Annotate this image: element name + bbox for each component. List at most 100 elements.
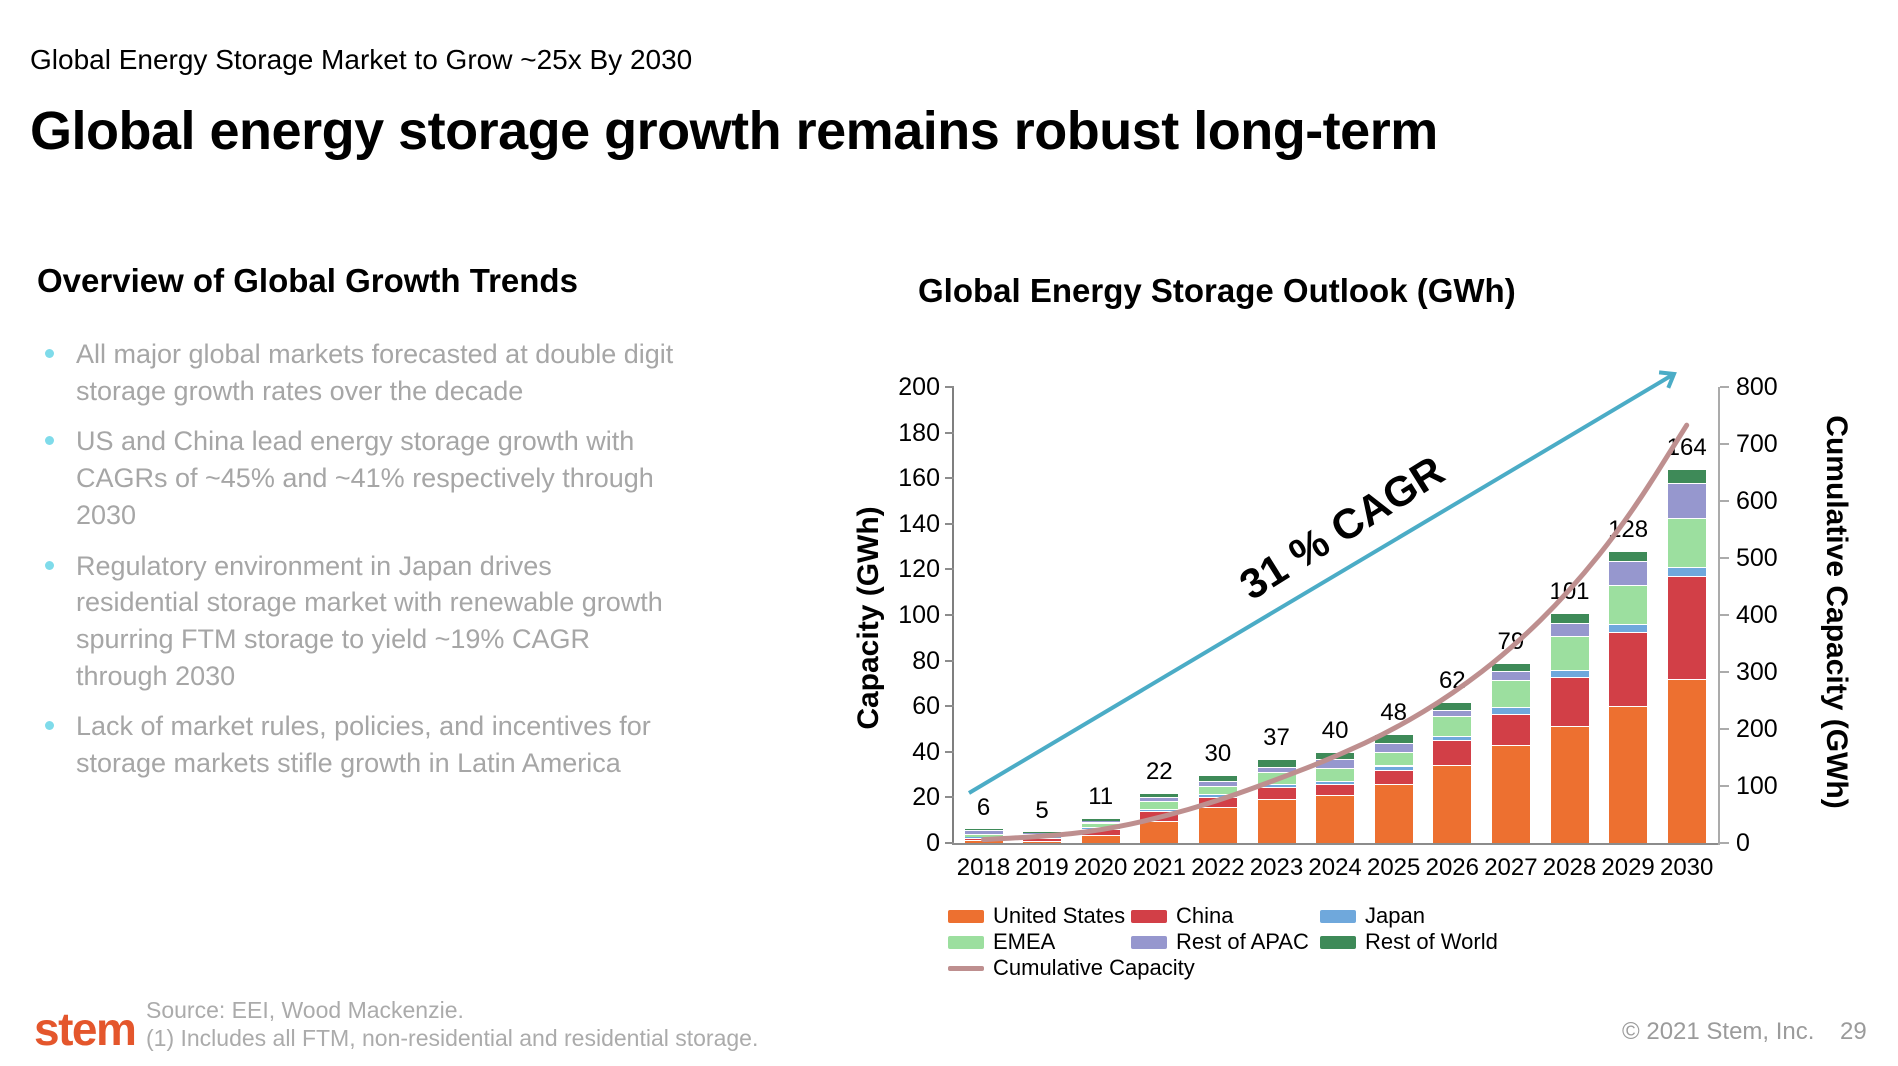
legend-label: EMEA bbox=[993, 929, 1056, 954]
x-axis-label-2030: 2030 bbox=[1659, 854, 1714, 881]
x-axis-label-2018: 2018 bbox=[956, 854, 1011, 881]
plot-area: 0 20 40 60 80 100 120 140 160 180 200 0 100 200 300 400… bbox=[898, 373, 1777, 881]
left-axis-tick-label: 160 bbox=[898, 464, 940, 493]
bullet-text: All major global markets forecasted at d… bbox=[76, 339, 674, 406]
left-axis-tick bbox=[945, 796, 954, 799]
bar-segment-japan-2026 bbox=[1433, 736, 1472, 741]
legend-item-rest-of-world: Rest of World bbox=[1320, 929, 1498, 954]
right-axis-tick-label: 300 bbox=[1736, 658, 1778, 686]
bullet-item-1: All major global markets forecasted at d… bbox=[37, 336, 677, 409]
right-axis-line bbox=[1718, 387, 1720, 845]
bar-total-label-2020: 11 bbox=[1088, 782, 1114, 810]
stem-logo: stem bbox=[34, 1003, 137, 1055]
legend-swatch-china bbox=[1131, 909, 1167, 923]
x-axis-label-2028: 2028 bbox=[1542, 854, 1597, 881]
legend-swatch-japan bbox=[1320, 909, 1356, 923]
bar-segment-japan-2021 bbox=[1140, 809, 1179, 812]
legend-label: China bbox=[1176, 903, 1234, 928]
right-axis-tick-label: 200 bbox=[1736, 715, 1778, 743]
bar-segment-rest-of-world-2019 bbox=[1023, 831, 1062, 833]
left-axis-tick-label: 180 bbox=[898, 418, 940, 447]
bar-segment-rest-of-world-2018 bbox=[964, 829, 1003, 831]
bar-segment-united-states-2018 bbox=[964, 840, 1003, 843]
bar-segment-japan-2025 bbox=[1374, 766, 1413, 771]
bullet-text: Lack of market rules, policies, and ince… bbox=[76, 711, 651, 779]
bar-segment-united-states-2028 bbox=[1550, 726, 1589, 843]
bullet-text: Regulatory environment in Japan drives r… bbox=[76, 550, 663, 691]
bar-segment-emea-2025 bbox=[1374, 752, 1413, 766]
right-axis-tick-label: 0 bbox=[1736, 829, 1750, 857]
left-axis-tick bbox=[945, 750, 954, 753]
bar-segment-rest-of-world-2029 bbox=[1609, 552, 1648, 562]
left-axis-tick bbox=[945, 842, 954, 844]
left-axis-tick bbox=[945, 522, 954, 525]
legend-swatch-united-states bbox=[948, 909, 984, 923]
slide-kicker: Global Energy Storage Market to Grow ~25… bbox=[30, 44, 693, 75]
footer-source-line1: Source: EEI, Wood Mackenzie. bbox=[146, 997, 464, 1023]
bar-total-label-2029: 128 bbox=[1608, 516, 1649, 544]
bottom-axis-line bbox=[952, 843, 1720, 845]
right-axis-tick-label: 800 bbox=[1736, 373, 1778, 401]
bar-segment-rest-of-apac-2019 bbox=[1023, 832, 1062, 834]
bar-segment-japan-2019 bbox=[1023, 837, 1062, 839]
legend-item-japan: Japan bbox=[1320, 903, 1425, 928]
bar-total-label-2025: 48 bbox=[1380, 698, 1408, 726]
right-axis-tick bbox=[1720, 614, 1729, 616]
left-axis-tick-label: 200 bbox=[898, 373, 940, 401]
bar-segment-japan-2028 bbox=[1550, 670, 1589, 677]
bar-segment-rest-of-apac-2027 bbox=[1491, 671, 1530, 680]
bar-segment-united-states-2020 bbox=[1081, 836, 1120, 843]
bar-segment-rest-of-apac-2028 bbox=[1550, 624, 1589, 636]
right-axis-tick bbox=[1720, 842, 1729, 844]
bar-segment-china-2023 bbox=[1257, 788, 1296, 799]
bar-segment-united-states-2029 bbox=[1609, 707, 1648, 843]
bar-total-label-2027: 79 bbox=[1497, 627, 1525, 655]
x-axis-label-2025: 2025 bbox=[1366, 854, 1421, 881]
bar-segment-china-2021 bbox=[1140, 812, 1179, 822]
left-panel-heading: Overview of Global Growth Trends bbox=[37, 262, 578, 299]
bar-segment-japan-2020 bbox=[1081, 828, 1120, 830]
bar-total-label-2030: 164 bbox=[1666, 434, 1707, 462]
left-axis-tick-label: 120 bbox=[898, 555, 940, 584]
bullet-item-2: US and China lead energy storage growth … bbox=[37, 423, 677, 533]
bar-segment-united-states-2024 bbox=[1316, 796, 1355, 843]
legend-swatch-cumulative-capacity bbox=[948, 965, 984, 971]
bar-segment-japan-2027 bbox=[1491, 708, 1530, 715]
bar-segment-emea-2028 bbox=[1550, 636, 1589, 670]
bar-segment-rest-of-world-2026 bbox=[1433, 702, 1472, 710]
bar-segment-emea-2019 bbox=[1023, 834, 1062, 838]
right-axis-tick bbox=[1720, 443, 1729, 445]
legend-swatch-rest-of-world bbox=[1320, 935, 1356, 949]
left-axis-tick-label: 0 bbox=[926, 829, 940, 857]
bar-segment-rest-of-apac-2021 bbox=[1140, 798, 1179, 801]
legend-label: Rest of World bbox=[1365, 929, 1498, 954]
bullet-dot-icon bbox=[45, 560, 54, 570]
legend-item-united-states: United States bbox=[948, 903, 1125, 928]
bar-segment-united-states-2019 bbox=[1023, 841, 1062, 843]
bar-total-label-2028: 101 bbox=[1549, 577, 1590, 605]
right-axis-tick-label: 500 bbox=[1736, 544, 1778, 572]
legend-label: Cumulative Capacity bbox=[993, 955, 1195, 980]
right-axis-tick bbox=[1720, 785, 1729, 787]
bar-segment-rest-of-world-2025 bbox=[1374, 734, 1413, 743]
bar-segment-china-2030 bbox=[1667, 577, 1706, 679]
bar-segment-japan-2030 bbox=[1667, 568, 1706, 577]
footer-source: Source: EEI, Wood Mackenzie. (1) Include… bbox=[146, 996, 758, 1052]
footer-copyright: © 2021 Stem, Inc. bbox=[1622, 1018, 1815, 1045]
left-axis-tick bbox=[945, 431, 954, 434]
right-axis-tick-label: 700 bbox=[1736, 430, 1778, 458]
bar-segment-rest-of-world-2028 bbox=[1550, 613, 1589, 623]
footer-source-line2: (1) Includes all FTM, non-residential an… bbox=[146, 1025, 759, 1051]
left-axis-tick bbox=[945, 386, 954, 388]
right-axis-title: Cumulative Capacity (GWh) bbox=[1820, 415, 1853, 809]
bullet-dot-icon bbox=[45, 436, 54, 446]
bullet-item-3: Regulatory environment in Japan drives r… bbox=[37, 548, 677, 695]
bar-segment-china-2029 bbox=[1609, 633, 1648, 707]
x-axis-label-2020: 2020 bbox=[1073, 854, 1128, 881]
bar-segment-united-states-2026 bbox=[1433, 766, 1472, 843]
bar-segment-china-2028 bbox=[1550, 677, 1589, 726]
bar-segment-rest-of-apac-2018 bbox=[964, 831, 1003, 834]
left-axis-tick-label: 20 bbox=[912, 783, 940, 812]
bar-segment-china-2026 bbox=[1433, 741, 1472, 766]
